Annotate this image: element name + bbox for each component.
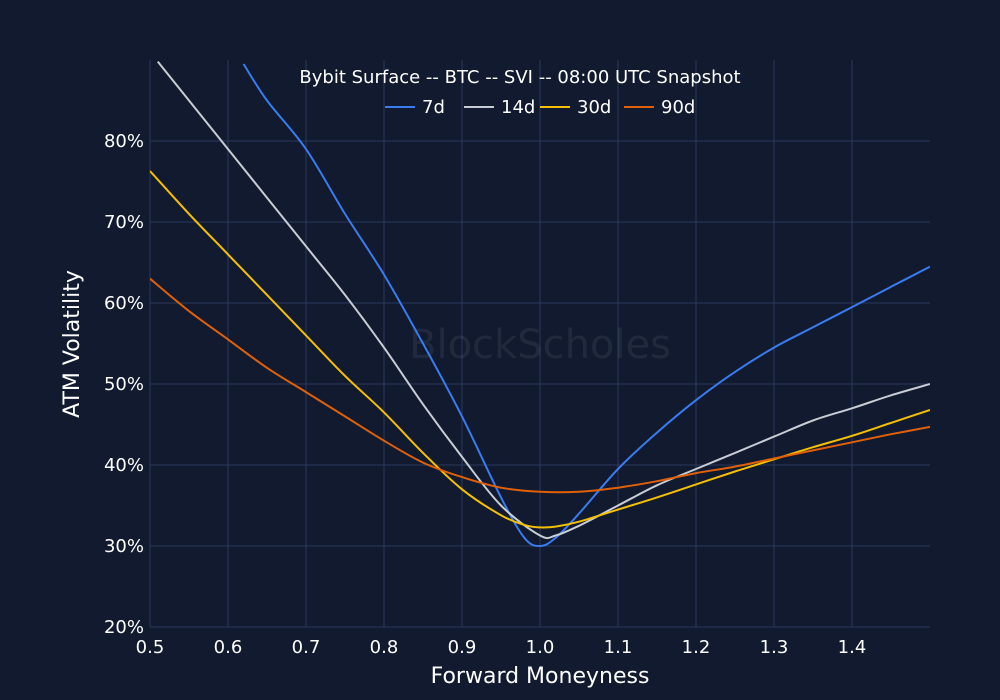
grid	[149, 60, 930, 628]
legend-item-90d[interactable]: 90d	[624, 97, 695, 118]
legend-label: 14d	[501, 97, 535, 118]
y-axis-ticks: 20% 30% 40% 50% 60% 70% 80%	[104, 131, 144, 638]
x-tick-label: 0.5	[136, 637, 165, 658]
series-line-90d	[150, 277, 930, 494]
x-tick-label: 1.2	[682, 637, 711, 658]
y-tick-label: 50%	[104, 374, 144, 395]
y-tick-label: 70%	[104, 212, 144, 233]
y-tick-label: 30%	[104, 536, 144, 557]
x-axis-title: Forward Moneyness	[431, 664, 650, 689]
y-axis-title: ATM Volatility	[60, 270, 85, 418]
legend[interactable]: 7d 14d 30d 90d	[385, 97, 695, 118]
x-tick-label: 0.7	[292, 637, 321, 658]
x-tick-label: 1.3	[760, 637, 789, 658]
y-tick-label: 20%	[104, 617, 144, 638]
legend-label: 90d	[661, 97, 695, 118]
x-tick-label: 1.0	[526, 637, 555, 658]
legend-item-30d[interactable]: 30d	[540, 97, 611, 118]
y-tick-label: 80%	[104, 131, 144, 152]
y-tick-label: 60%	[104, 293, 144, 314]
x-tick-label: 0.8	[370, 637, 399, 658]
y-tick-label: 40%	[104, 455, 144, 476]
chart-title: Bybit Surface -- BTC -- SVI -- 08:00 UTC…	[299, 67, 740, 88]
series-line-14d	[157, 60, 930, 540]
legend-label: 30d	[577, 97, 611, 118]
x-tick-label: 0.9	[448, 637, 477, 658]
series-line-7d	[242, 63, 930, 548]
legend-label: 7d	[422, 97, 445, 118]
x-tick-label: 1.4	[838, 637, 867, 658]
legend-item-14d[interactable]: 14d	[464, 97, 535, 118]
legend-item-7d[interactable]: 7d	[385, 97, 445, 118]
watermark-text: BlockScholes	[409, 322, 671, 368]
series-layer	[150, 60, 930, 548]
x-tick-label: 1.1	[604, 637, 633, 658]
x-tick-label: 0.6	[214, 637, 243, 658]
x-axis-ticks: 0.5 0.6 0.7 0.8 0.9 1.0 1.1 1.2 1.3 1.4	[136, 637, 867, 658]
